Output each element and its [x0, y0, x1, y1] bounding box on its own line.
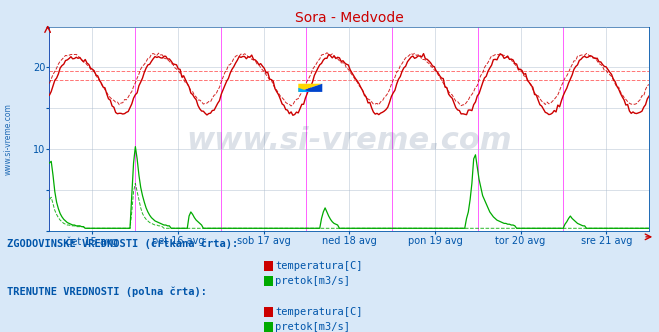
Polygon shape — [299, 84, 322, 92]
Title: Sora - Medvode: Sora - Medvode — [295, 11, 404, 25]
Text: temperatura[C]: temperatura[C] — [275, 261, 363, 271]
Text: pretok[m3/s]: pretok[m3/s] — [275, 322, 351, 332]
Text: www.si-vreme.com: www.si-vreme.com — [3, 104, 13, 175]
Polygon shape — [299, 84, 322, 92]
Text: pretok[m3/s]: pretok[m3/s] — [275, 276, 351, 286]
Polygon shape — [299, 88, 310, 92]
Text: ZGODOVINSKE VREDNOSTI (črtkana črta):: ZGODOVINSKE VREDNOSTI (črtkana črta): — [7, 239, 238, 249]
Text: TRENUTNE VREDNOSTI (polna črta):: TRENUTNE VREDNOSTI (polna črta): — [7, 287, 206, 297]
Text: temperatura[C]: temperatura[C] — [275, 307, 363, 317]
Text: www.si-vreme.com: www.si-vreme.com — [186, 126, 512, 155]
